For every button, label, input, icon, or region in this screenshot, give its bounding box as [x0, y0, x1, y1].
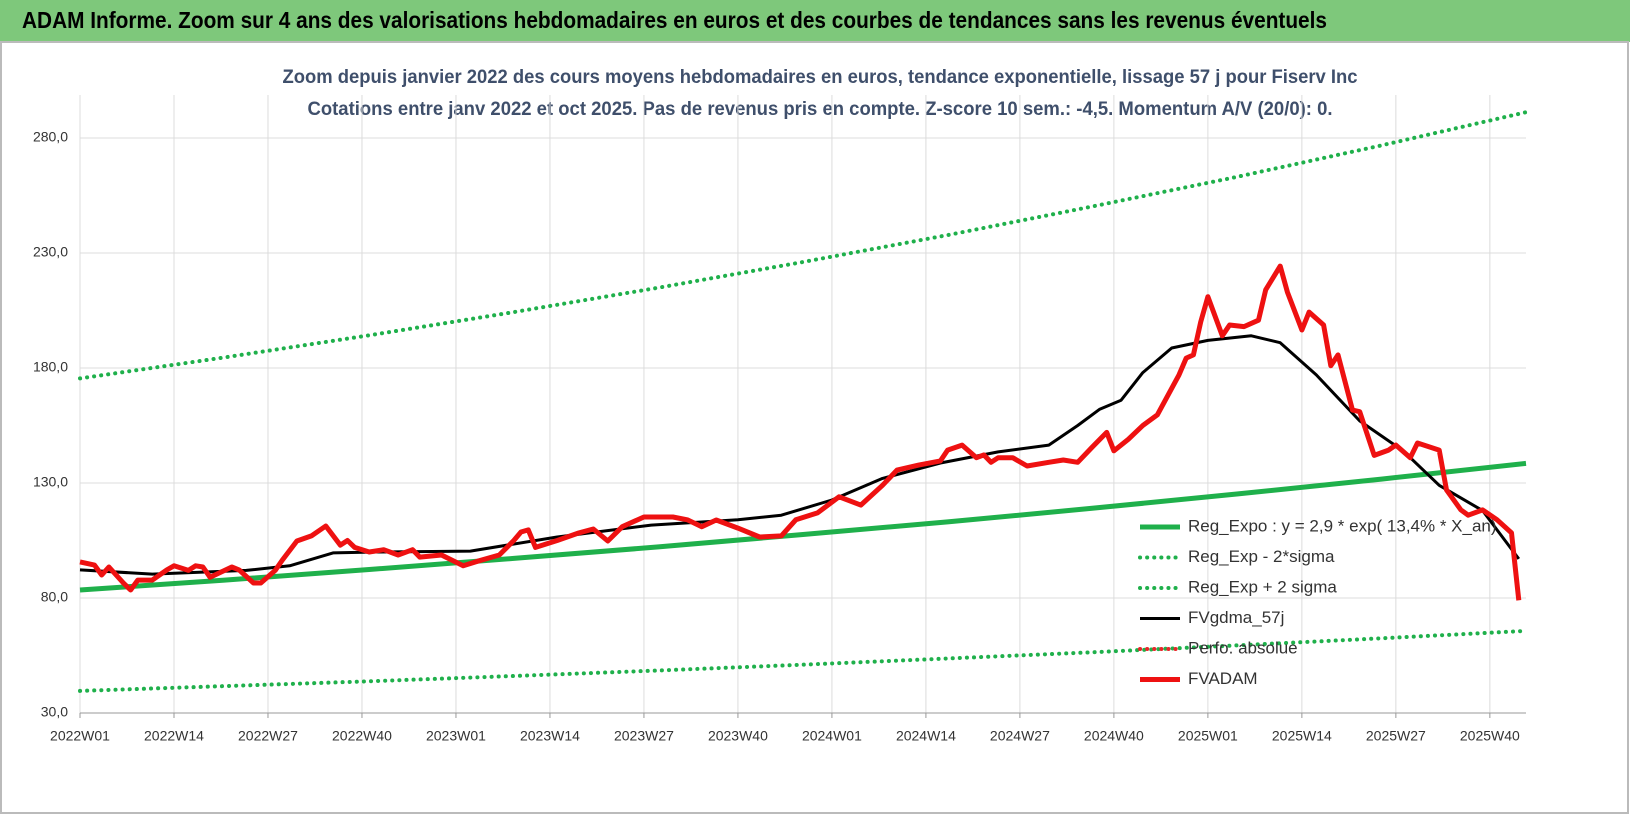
y-tick-label: 280,0: [33, 129, 68, 145]
legend-label: FVgdma_57j: [1188, 608, 1284, 627]
legend-label: Reg_Exp + 2 sigma: [1188, 577, 1337, 596]
x-tick-label: 2023W27: [614, 728, 674, 744]
legend-label: Reg_Expo : y = 2,9 * exp( 13,4% * X_an): [1188, 516, 1497, 535]
header-title: ADAM Informe. Zoom sur 4 ans des valoris…: [22, 7, 1327, 33]
x-tick-label: 2022W01: [50, 728, 110, 744]
x-tick-label: 2024W40: [1084, 728, 1144, 744]
x-tick-label: 2024W27: [990, 728, 1050, 744]
x-tick-label: 2025W27: [1366, 728, 1426, 744]
x-tick-label: 2025W14: [1272, 728, 1332, 744]
x-tick-label: 2025W01: [1178, 728, 1238, 744]
x-tick-label: 2022W40: [332, 728, 392, 744]
grid: 30,0 80,0 130,0 180,0 230,0 280,0 2022W01 2022W…: [33, 95, 1526, 744]
series-line: [79, 460, 1527, 593]
frame: [0, 41, 1629, 814]
y-tick-label: 230,0: [33, 244, 68, 260]
legend-label: Perfo. absolue: [1188, 638, 1298, 657]
x-tick-label: 2024W01: [802, 728, 862, 744]
plot: [78, 110, 1528, 693]
header-bar: [0, 0, 1630, 42]
y-tick-label: 80,0: [41, 589, 68, 605]
x-tick-label: 2023W40: [708, 728, 768, 744]
series-line: [79, 263, 1522, 601]
series-line: [78, 110, 1528, 381]
legend: Reg_Expo : y = 2,9 * exp( 13,4% * X_an) R…: [1138, 516, 1497, 688]
chart-title: Zoom depuis janvier 2022 des cours moyen…: [283, 67, 1358, 88]
y-tick-label: 30,0: [41, 704, 68, 720]
x-tick-label: 2023W14: [520, 728, 580, 744]
series-line: [78, 628, 1528, 693]
y-tick-label: 180,0: [33, 359, 68, 375]
legend-label: FVADAM: [1188, 669, 1258, 688]
x-tick-label: 2022W14: [144, 728, 204, 744]
legend-label: Reg_Exp - 2*sigma: [1188, 547, 1335, 566]
y-tick-label: 130,0: [33, 474, 68, 490]
x-tick-label: 2022W27: [238, 728, 298, 744]
chart-subtitle: Cotations entre janv 2022 et oct 2025. P…: [308, 99, 1333, 120]
x-tick-label: 2025W40: [1460, 728, 1520, 744]
x-tick-label: 2024W14: [896, 728, 956, 744]
x-tick-label: 2023W01: [426, 728, 486, 744]
